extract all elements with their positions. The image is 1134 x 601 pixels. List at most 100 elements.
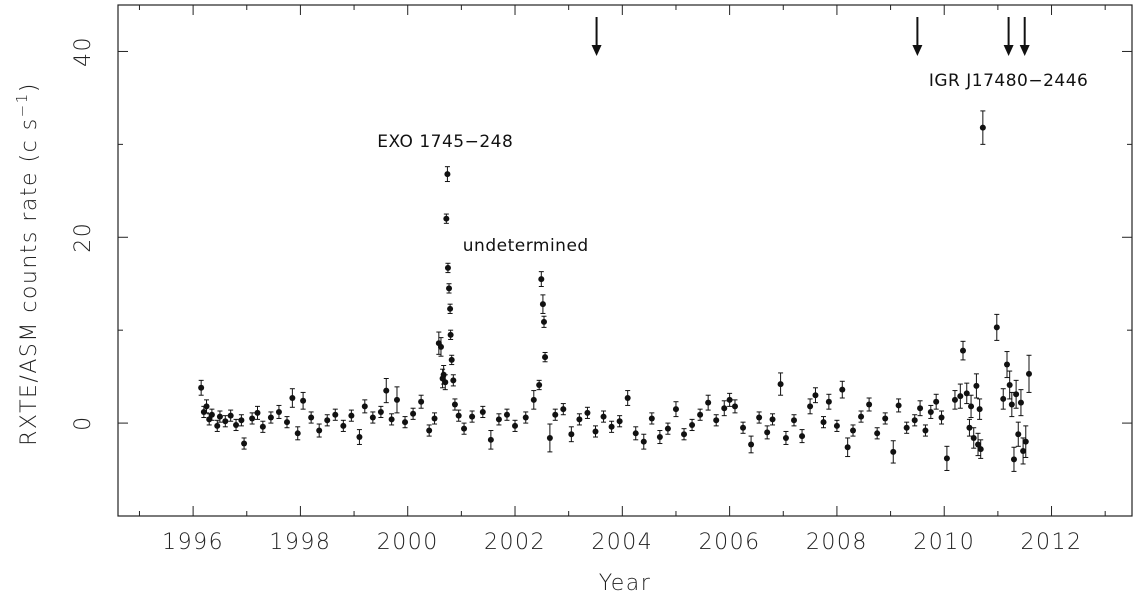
y-axis-label-main: RXTE/ASM counts rate (c s [17, 117, 42, 446]
x-tick-labels: 1996 1998 2000 2002 2004 2006 2008 2010 2012 [162, 530, 1081, 555]
data-point [764, 429, 771, 436]
x-tick-label: 2010 [913, 530, 975, 555]
data-point [324, 417, 331, 424]
data-point [356, 434, 363, 441]
data-point [361, 403, 368, 410]
y-axis-label: RXTE/ASM counts rate (c s−1) [13, 82, 42, 446]
data-point [576, 416, 583, 423]
data-point [1003, 361, 1010, 368]
data-point [882, 415, 889, 422]
data-point [903, 424, 910, 431]
data-point [308, 414, 315, 421]
data-point [689, 421, 696, 428]
data-point [284, 419, 290, 426]
data-point [442, 379, 449, 386]
y-tick-label: 40 [71, 36, 96, 67]
data-point [1025, 370, 1032, 377]
data-point [206, 416, 213, 423]
data-point [450, 377, 457, 384]
data-point [844, 444, 851, 451]
data-point [963, 390, 970, 397]
data-point [791, 417, 797, 424]
data-point [584, 409, 591, 416]
data-point [446, 285, 453, 292]
data-point [858, 413, 865, 420]
data-point [833, 422, 840, 429]
data-point [1000, 395, 1007, 402]
data-point [539, 301, 546, 308]
data-point [933, 398, 940, 405]
data-point [198, 384, 205, 391]
data-point [208, 411, 215, 418]
data-point [451, 401, 458, 408]
data-point [203, 403, 210, 410]
data-point [1020, 447, 1027, 454]
data-point [616, 418, 623, 425]
data-point [222, 418, 229, 425]
data-point [648, 415, 655, 422]
data-point [294, 430, 301, 437]
data-point [469, 413, 476, 420]
outburst-arrows [591, 17, 1030, 56]
data-point [895, 402, 902, 409]
data-point [1015, 431, 1022, 438]
data-point [495, 416, 502, 423]
data-point [697, 411, 704, 418]
data-point [820, 419, 827, 426]
data-point [540, 318, 547, 325]
data-point [254, 409, 261, 416]
data-point [447, 331, 454, 338]
data-point [748, 441, 755, 448]
annotations: EXO 1745−248 undetermined IGR J17480−2446 [377, 71, 1088, 256]
data-point [536, 381, 543, 388]
data-point [640, 438, 647, 445]
data-point [444, 264, 451, 271]
data-point [443, 215, 450, 222]
data-point [756, 414, 763, 421]
data-point [332, 411, 339, 418]
data-point [214, 422, 221, 429]
annotation-label: EXO 1745−248 [377, 132, 513, 152]
data-point [241, 440, 248, 447]
x-tick-label: 1998 [269, 530, 331, 555]
data-point [911, 417, 918, 424]
data-point [973, 382, 980, 389]
data-point [966, 424, 973, 431]
x-tick-label: 1996 [162, 530, 224, 555]
data-point [731, 403, 738, 410]
data-point [839, 386, 846, 393]
data-point [782, 434, 789, 441]
data-point [968, 403, 975, 410]
data-point [1006, 381, 1013, 388]
data-point [917, 405, 924, 412]
data-point [487, 436, 494, 443]
data-point [769, 416, 776, 423]
data-point [874, 430, 881, 437]
data-point [383, 387, 390, 394]
data-point [530, 396, 537, 403]
data-point [975, 441, 982, 448]
data-point [979, 124, 986, 131]
data-point [289, 395, 296, 402]
data-point [1010, 456, 1017, 463]
data-point [1022, 438, 1029, 445]
data-point [976, 406, 983, 413]
data-point [1013, 391, 1020, 398]
data-point [922, 427, 929, 434]
plot-frame [117, 4, 1133, 517]
data-point [418, 398, 425, 405]
data-point [388, 416, 395, 423]
x-tick-label: 2000 [377, 530, 439, 555]
y-tick-label: 0 [71, 415, 96, 431]
annotation-label: IGR J17480−2446 [929, 71, 1089, 91]
data-point [721, 405, 728, 412]
data-point [393, 396, 400, 403]
data-point [713, 417, 720, 424]
data-point [316, 427, 323, 434]
data-point [890, 448, 897, 455]
data-point [216, 413, 223, 420]
x-tick-label: 2004 [591, 530, 653, 555]
data-point [799, 433, 806, 440]
data-point [592, 428, 599, 435]
